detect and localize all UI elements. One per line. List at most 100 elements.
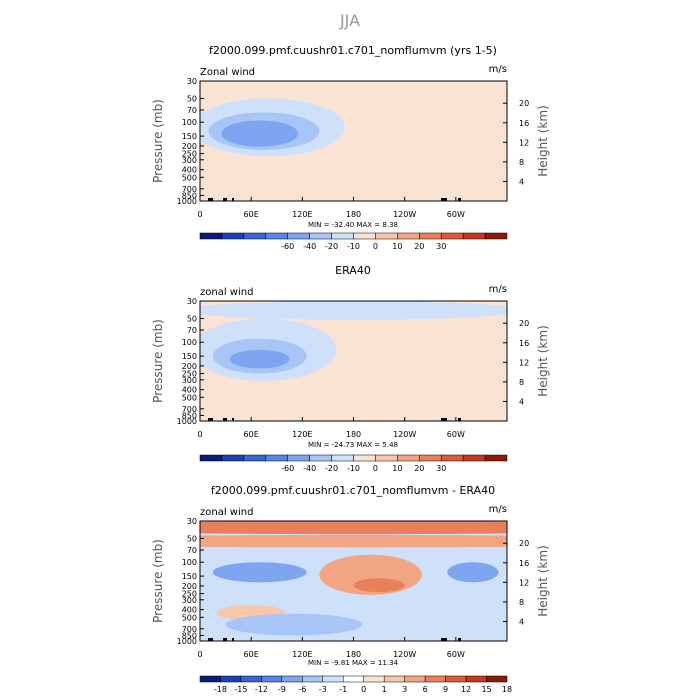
field-contour-1 [200,534,507,548]
topography-mark [208,198,213,201]
panel-2-stats: MIN = -24.73 MAX = 5.48 [308,441,398,449]
topography-mark [232,418,234,421]
panel-3-stats: MIN = -9.81 MAX = 11.34 [308,659,399,667]
x-tick-label: 0 [197,430,202,439]
colorbar-swatch [287,232,310,240]
topography-mark [232,638,234,641]
topography-mark [441,638,447,641]
colorbar-swatch [265,454,288,462]
x-tick-label: 60E [244,650,259,659]
colorbar-label: -9 [278,685,286,694]
y2-tick-label: 12 [519,578,529,587]
y-tick-label: 300 [182,156,197,165]
colorbar-label: 10 [392,242,402,251]
colorbar-swatch [281,675,303,683]
topography-mark [458,638,461,641]
field-contour-5 [229,349,290,369]
panel-1-stats: MIN = -32.40 MAX = 8.38 [308,221,398,229]
y-tick-label: 70 [187,326,197,335]
panel-2-title: ERA40 [335,264,371,277]
panel-3-title: f2000.099.pmf.cuushr01.c701_nomflumvm - … [211,484,495,497]
colorbar-swatch [331,454,354,462]
colorbar-swatch [484,454,508,462]
y-tick-label: 200 [182,142,197,151]
x-tick-label: 120W [393,210,416,219]
colorbar-swatch [199,232,223,240]
colorbar-label: 30 [436,464,446,473]
panel-1-field [200,81,507,201]
y-tick-label: 700 [182,185,197,194]
colorbar-swatch [309,232,332,240]
panel-3-ylabel: Pressure (mb) [151,539,165,623]
panel-1-ylabel: Pressure (mb) [151,99,165,183]
topography-mark [441,198,447,201]
y2-tick-label: 8 [519,598,524,607]
y-tick-label: 300 [182,596,197,605]
y-tick-label: 50 [187,314,197,323]
colorbar-swatch [424,675,446,683]
colorbar-swatch [265,232,288,240]
colorbar-swatch [302,675,324,683]
colorbar-swatch [419,454,442,462]
field-contour-5 [221,120,299,147]
panel-3-left-label: zonal wind [200,507,253,518]
colorbar-label: -18 [214,685,227,694]
x-tick-label: 180 [346,210,361,219]
colorbar-swatch [404,675,426,683]
colorbar-swatch [353,454,376,462]
field-contour-1 [200,301,507,320]
colorbar-swatch [440,232,464,240]
colorbar-swatch [383,675,405,683]
y-tick-label: 1000 [177,637,197,646]
colorbar-label: 15 [481,685,491,694]
colorbar-label: 20 [414,242,424,251]
colorbar-swatch [484,232,508,240]
y-tick-label: 850 [182,191,197,200]
field-contour-2 [225,613,363,636]
y-tick-label: 50 [187,534,197,543]
colorbar-swatch [221,232,245,240]
panel-2: ERA40 zonal wind m/s Pressure (mb) Heigh… [151,264,550,473]
topography-mark [223,198,227,201]
panel-2-right-label: m/s [489,284,507,295]
y2-tick-label: 20 [519,319,529,328]
y-tick-label: 100 [182,338,197,347]
field-contour-5 [200,521,507,535]
colorbar-label: 12 [461,685,471,694]
colorbar-swatch [220,675,242,683]
colorbar-swatch [375,232,398,240]
colorbar-swatch [353,232,376,240]
panel-3-right-label: m/s [489,504,507,515]
colorbar-label: -20 [325,464,338,473]
y-tick-label: 30 [187,517,197,526]
colorbar-swatch [199,675,221,683]
colorbar-label: -20 [325,242,338,251]
y-tick-label: 70 [187,106,197,115]
panel-1-title: f2000.099.pmf.cuushr01.c701_nomflumvm (y… [209,44,497,57]
y-tick-label: 400 [182,166,197,175]
y2-tick-label: 4 [519,177,524,186]
colorbar-label: 20 [414,464,424,473]
field-contour-2 [323,118,418,145]
colorbar-swatch [331,232,354,240]
colorbar-swatch [221,454,245,462]
y2-tick-label: 8 [519,378,524,387]
y-tick-label: 250 [182,370,197,379]
y-tick-label: 200 [182,362,197,371]
y-tick-label: 700 [182,405,197,414]
colorbar-swatch [419,232,442,240]
y-tick-label: 50 [187,94,197,103]
y-tick-label: 300 [182,376,197,385]
topography-mark [223,418,227,421]
x-tick-label: 120E [292,430,312,439]
y-tick-label: 850 [182,631,197,640]
colorbar-label: -6 [298,685,306,694]
colorbar-label: -40 [303,464,316,473]
x-tick-label: 60E [244,210,259,219]
x-tick-label: 120W [393,430,416,439]
x-tick-label: 60W [447,430,465,439]
panel-1-left-label: Zonal wind [200,67,255,78]
colorbar-label: 1 [382,685,387,694]
colorbar-label: 0 [373,464,378,473]
colorbar-swatch [322,675,344,683]
